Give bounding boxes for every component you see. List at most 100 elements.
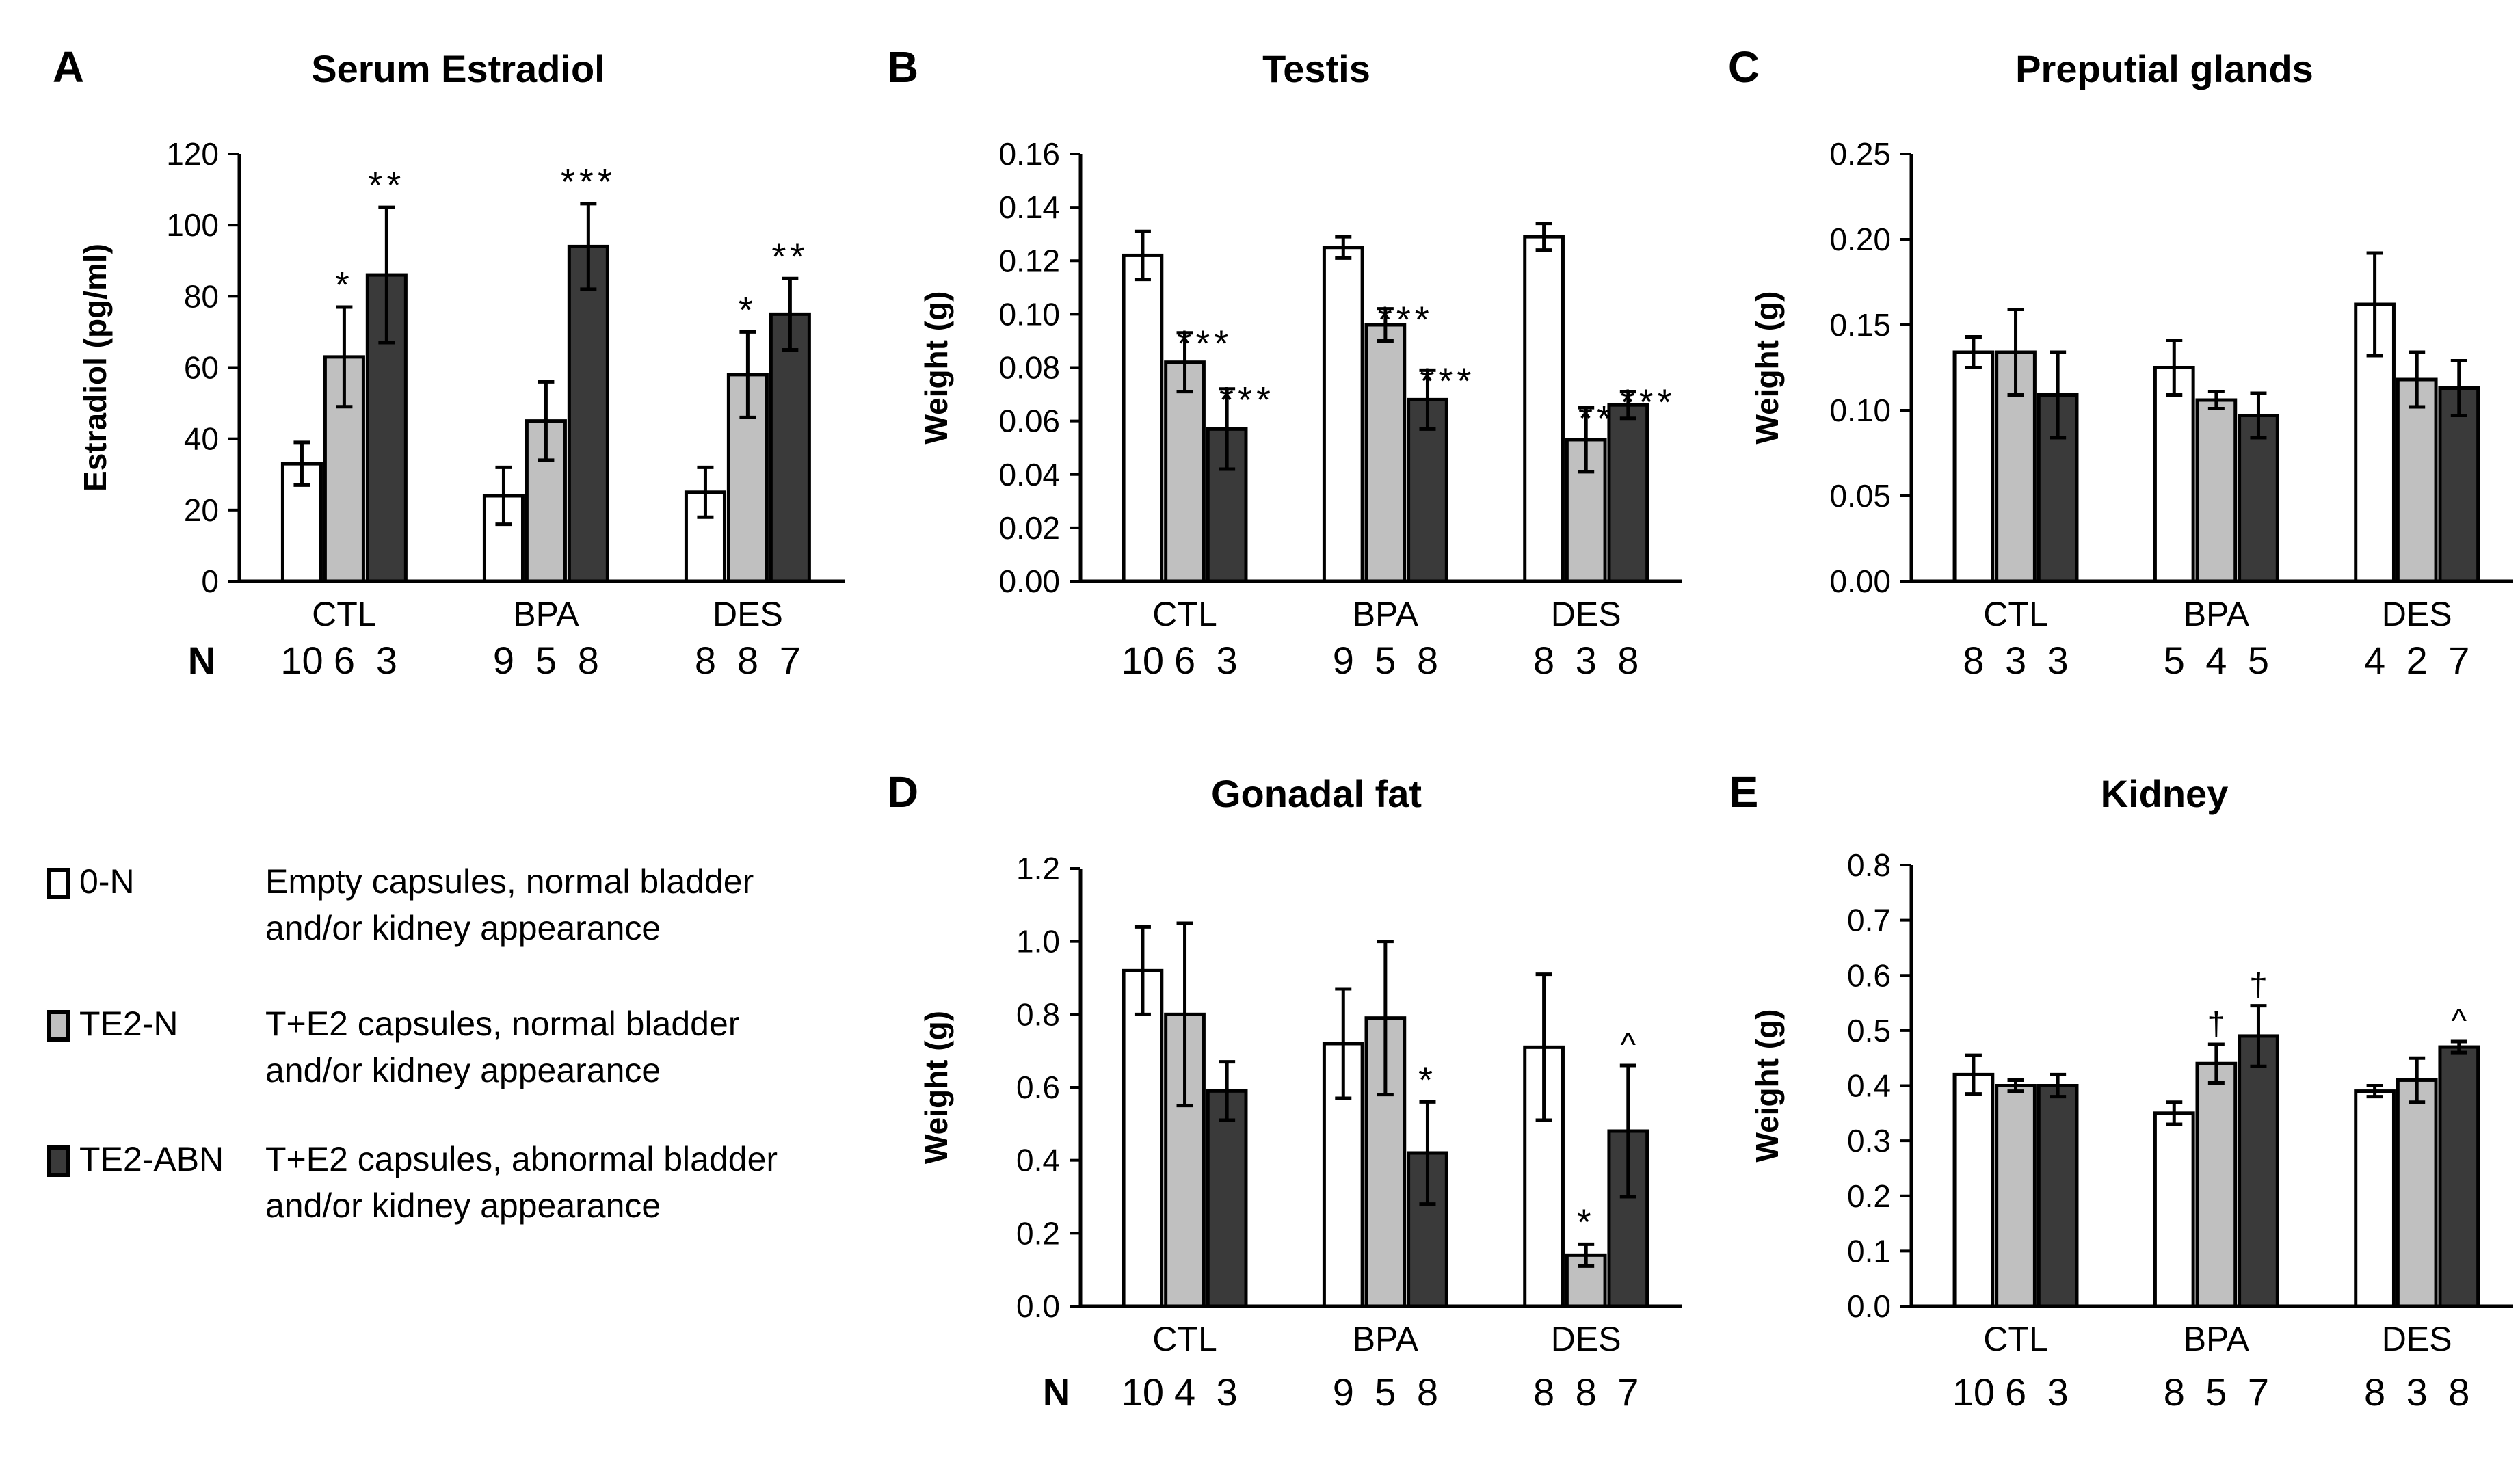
panel-title: Gonadal fat xyxy=(1211,772,1422,815)
significance-marker: † xyxy=(2249,968,2268,1004)
y-axis-label: Weight (g) xyxy=(918,1011,954,1164)
n-value: 8 xyxy=(1617,639,1639,682)
bar-te2-n xyxy=(2396,377,2438,583)
n-value: 7 xyxy=(2248,1370,2269,1414)
panel-title: Kidney xyxy=(2101,772,2229,815)
legend-item-0-n: 0-N Empty capsules, normal bladder and/or… xyxy=(40,858,929,954)
n-value: 5 xyxy=(1375,639,1396,682)
y-tick-label: 0.02 xyxy=(998,510,1060,546)
panel-letter: E xyxy=(1729,767,1759,817)
y-tick-label: 0.7 xyxy=(1847,903,1891,938)
y-tick-label: 0 xyxy=(201,564,219,599)
significance-marker: *** xyxy=(1378,300,1433,341)
significance-marker: *** xyxy=(1621,382,1676,423)
x-category-label: CTL xyxy=(312,595,376,633)
n-value: 3 xyxy=(2005,639,2026,682)
bar-0-n xyxy=(2354,1089,2396,1308)
panel-e: E Kidney Weight (g) 0.0 0.1 0.2 0.3 0.4 0.5 0.6 0.… xyxy=(1729,767,2513,1414)
y-tick-label: 0.10 xyxy=(1829,393,1891,428)
y-tick-label: 0.20 xyxy=(1829,222,1891,257)
panel-a: A Serum Estradiol Estradiol (pg/ml) 0 20 40 60… xyxy=(53,42,845,682)
legend-swatch xyxy=(47,1145,70,1177)
y-tick-label: 0.6 xyxy=(1016,1070,1060,1105)
n-value: 8 xyxy=(695,639,716,682)
n-row-label: N xyxy=(1043,1370,1070,1414)
y-tick-label: 0.05 xyxy=(1829,478,1891,514)
bar-te2-n xyxy=(1164,360,1206,583)
significance-marker: ** xyxy=(368,165,405,206)
panel-letter: B xyxy=(887,42,918,92)
panel-title: Serum Estradiol xyxy=(311,47,605,90)
y-tick-label: 40 xyxy=(184,421,219,457)
y-axis-label: Estradiol (pg/ml) xyxy=(77,243,113,492)
bar-te2-n xyxy=(1364,323,1407,583)
y-tick-label: 0.25 xyxy=(1829,136,1891,172)
n-value: 7 xyxy=(2448,639,2469,682)
bar-te2-abn xyxy=(2238,414,2279,583)
panel-title: Testis xyxy=(1262,47,1370,90)
n-value: 8 xyxy=(1533,639,1554,682)
n-value: 5 xyxy=(2164,639,2185,682)
bar-te2-n xyxy=(1995,1084,2037,1308)
bar-te2-n xyxy=(1164,1012,1206,1308)
n-row-label: N xyxy=(188,639,215,682)
y-tick-label: 0.16 xyxy=(998,136,1060,172)
bar-te2-abn xyxy=(1607,403,1649,583)
n-value: 8 xyxy=(2164,1370,2185,1414)
n-value: 7 xyxy=(780,639,801,682)
bar-0-n xyxy=(1523,1045,1565,1308)
x-category-label: DES xyxy=(1551,1320,1621,1358)
y-tick-label: 0.04 xyxy=(998,457,1060,492)
bar-te2-abn xyxy=(2037,1084,2079,1308)
legend-key: TE2-ABN xyxy=(79,1140,224,1178)
n-value: 3 xyxy=(2047,639,2069,682)
n-value: 8 xyxy=(1533,1370,1554,1414)
y-axis-label: Weight (g) xyxy=(1749,1009,1785,1163)
n-value: 10 xyxy=(280,639,323,682)
y-tick-label: 60 xyxy=(184,350,219,386)
n-value: 3 xyxy=(1217,639,1238,682)
significance-marker: * xyxy=(1577,1202,1595,1243)
y-tick-label: 0.4 xyxy=(1847,1068,1891,1104)
n-value: 10 xyxy=(1122,639,1164,682)
y-tick-label: 20 xyxy=(184,492,219,528)
y-tick-label: 0.06 xyxy=(998,403,1060,439)
y-tick-label: 0.0 xyxy=(1847,1288,1891,1324)
bar-te2-abn xyxy=(769,312,811,583)
bar-te2-abn xyxy=(2438,1045,2480,1308)
significance-marker: ^ xyxy=(1621,1027,1636,1063)
legend-key: TE2-N xyxy=(79,1005,178,1043)
x-category-label: DES xyxy=(713,595,783,633)
x-category-label: DES xyxy=(1551,595,1621,633)
n-value: 10 xyxy=(1952,1370,1995,1414)
y-tick-label: 0.08 xyxy=(998,350,1060,386)
y-tick-label: 0.10 xyxy=(998,296,1060,332)
legend-item-te2-n: TE2-N T+E2 capsules, normal bladder and/o… xyxy=(40,1000,929,1096)
n-value: 9 xyxy=(493,639,514,682)
bar-te2-n xyxy=(2195,1061,2238,1308)
y-tick-label: 0.5 xyxy=(1847,1013,1891,1048)
n-value: 4 xyxy=(1174,1370,1195,1414)
significance-marker: *** xyxy=(1420,360,1475,401)
n-value: 8 xyxy=(2448,1370,2469,1414)
y-tick-label: 80 xyxy=(184,278,219,314)
y-axis-label: Weight (g) xyxy=(1749,291,1785,445)
y-tick-label: 1.0 xyxy=(1016,924,1060,959)
n-value: 3 xyxy=(2406,1370,2428,1414)
n-value: 8 xyxy=(1417,639,1438,682)
y-tick-label: 0.2 xyxy=(1016,1215,1060,1251)
x-category-label: BPA xyxy=(1353,1320,1419,1358)
n-value: 8 xyxy=(2364,1370,2385,1414)
panel-letter: D xyxy=(887,767,918,817)
bar-0-n xyxy=(1952,1072,1995,1308)
bar-0-n xyxy=(2153,1111,2195,1308)
legend-item-te2-abn: TE2-ABN T+E2 capsules, abnormal bladder a… xyxy=(40,1136,929,1232)
y-tick-label: 0.8 xyxy=(1847,847,1891,883)
y-tick-label: 0.8 xyxy=(1016,996,1060,1032)
significance-marker: *** xyxy=(1219,380,1275,421)
y-tick-label: 0.6 xyxy=(1847,957,1891,993)
y-tick-label: 0.14 xyxy=(998,189,1060,225)
n-value: 9 xyxy=(1333,639,1354,682)
bar-te2-abn xyxy=(1206,1089,1248,1308)
